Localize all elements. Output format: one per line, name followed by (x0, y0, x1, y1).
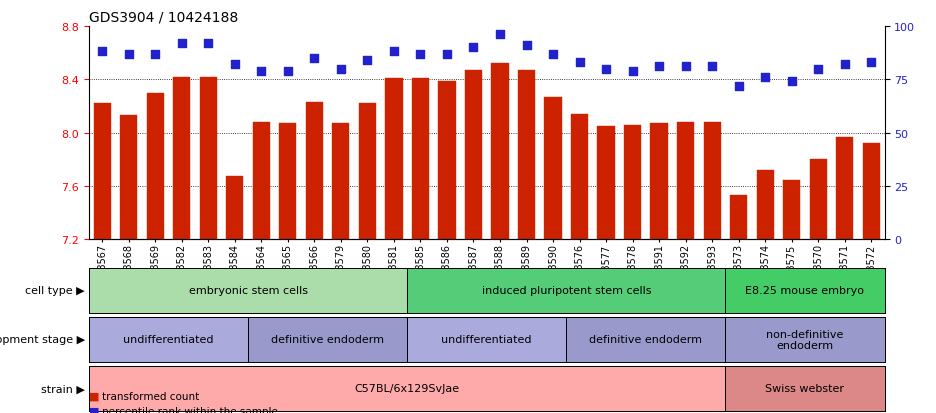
Bar (810, 160, 826, 240)
Bar (651, 124, 667, 240)
Bar (358, 104, 376, 240)
Text: induced pluripotent stem cells: induced pluripotent stem cells (481, 286, 651, 296)
Bar (725, 268, 885, 313)
Point (838, 62, 853, 69)
Bar (756, 171, 774, 240)
Point (651, 64, 666, 71)
Point (572, 60, 587, 66)
Text: E8.25 mouse embryo: E8.25 mouse embryo (745, 286, 865, 296)
Point (227, 62, 242, 69)
Bar (704, 123, 721, 240)
Bar (279, 124, 297, 240)
Point (599, 66, 614, 73)
Point (281, 68, 296, 75)
Point (148, 51, 163, 58)
Point (387, 49, 402, 56)
Bar (306, 102, 323, 240)
Text: C57BL/6x129SvJae: C57BL/6x129SvJae (355, 383, 460, 394)
Bar (332, 124, 349, 240)
Text: definitive endoderm: definitive endoderm (590, 335, 702, 344)
Bar (173, 77, 190, 240)
Bar (407, 268, 725, 313)
Text: non-definitive
endoderm: non-definitive endoderm (767, 329, 843, 350)
Bar (725, 366, 885, 411)
Bar (518, 71, 535, 240)
Bar (677, 123, 695, 240)
Text: undifferentiated: undifferentiated (442, 335, 532, 344)
Point (492, 32, 507, 39)
Point (95, 49, 110, 56)
Point (174, 40, 189, 47)
Text: cell type ▶: cell type ▶ (25, 286, 85, 296)
Text: transformed count: transformed count (102, 391, 199, 401)
Point (784, 79, 799, 85)
Point (519, 43, 534, 49)
Point (413, 51, 428, 58)
Point (466, 45, 481, 51)
Bar (94, 104, 110, 240)
Bar (227, 177, 243, 240)
Bar (571, 114, 588, 240)
Text: embryonic stem cells: embryonic stem cells (188, 286, 308, 296)
Point (254, 68, 269, 75)
Text: ■: ■ (89, 406, 99, 413)
Text: percentile rank within the sample: percentile rank within the sample (102, 406, 278, 413)
Point (731, 83, 746, 90)
Text: undifferentiated: undifferentiated (124, 335, 213, 344)
Point (705, 64, 720, 71)
Bar (386, 79, 402, 240)
Bar (120, 116, 138, 240)
Point (864, 60, 879, 66)
Point (307, 55, 322, 62)
Bar (491, 64, 508, 240)
Point (811, 66, 826, 73)
Bar (545, 97, 562, 240)
Point (679, 64, 694, 71)
Bar (412, 79, 429, 240)
Point (758, 75, 773, 81)
Text: development stage ▶: development stage ▶ (0, 335, 85, 344)
Bar (199, 77, 217, 240)
Bar (89, 317, 248, 362)
Bar (248, 317, 407, 362)
Bar (438, 81, 456, 240)
Bar (783, 181, 800, 240)
Point (201, 40, 216, 47)
Bar (253, 123, 270, 240)
Text: strain ▶: strain ▶ (41, 383, 85, 394)
Bar (863, 144, 880, 240)
Bar (407, 317, 566, 362)
Point (440, 51, 455, 58)
Point (122, 51, 137, 58)
Text: GDS3904 / 10424188: GDS3904 / 10424188 (89, 10, 238, 24)
Bar (597, 126, 615, 240)
Point (625, 68, 640, 75)
Text: ■: ■ (89, 391, 99, 401)
Bar (566, 317, 725, 362)
Text: Swiss webster: Swiss webster (766, 383, 844, 394)
Bar (89, 366, 725, 411)
Bar (836, 137, 854, 240)
Point (333, 66, 348, 73)
Bar (89, 268, 407, 313)
Point (546, 51, 561, 58)
Bar (147, 93, 164, 240)
Bar (624, 125, 641, 240)
Bar (725, 317, 885, 362)
Bar (730, 196, 747, 240)
Point (360, 57, 375, 64)
Text: definitive endoderm: definitive endoderm (271, 335, 384, 344)
Bar (465, 71, 482, 240)
